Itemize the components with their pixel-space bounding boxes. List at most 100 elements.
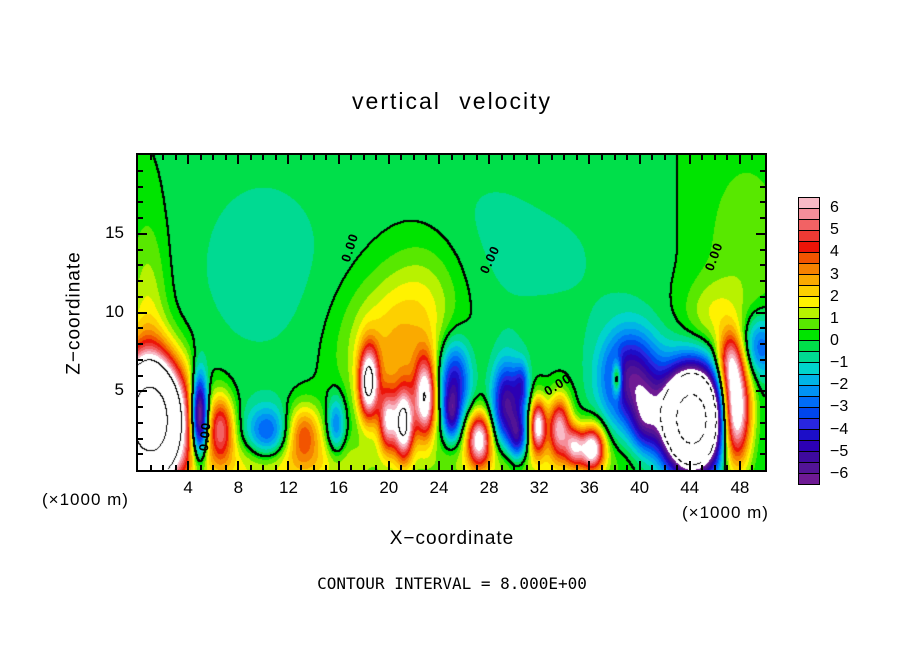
axis-tick	[513, 155, 515, 160]
colorbar-tick-label: −5	[830, 442, 849, 460]
axis-tick	[463, 155, 465, 160]
contour-plot-canvas	[138, 155, 765, 470]
axis-tick	[162, 155, 164, 160]
axis-tick	[363, 465, 365, 470]
chart-title: vertical velocity	[352, 88, 552, 114]
axis-tick	[313, 155, 315, 160]
axis-tick	[760, 296, 765, 298]
axis-tick	[275, 465, 277, 470]
axis-tick	[138, 359, 143, 361]
axis-tick	[138, 249, 143, 251]
axis-tick	[150, 465, 152, 470]
colorbar-cell	[799, 231, 819, 243]
axis-tick	[451, 465, 453, 470]
colorbar-cell	[799, 440, 819, 452]
axis-tick	[463, 465, 465, 470]
axis-tick	[488, 155, 490, 164]
axis-tick	[760, 375, 765, 377]
axis-tick	[138, 422, 143, 424]
colorbar-cell	[799, 451, 819, 463]
axis-tick	[714, 465, 716, 470]
axis-tick	[237, 461, 239, 470]
axis-tick	[760, 186, 765, 188]
axis-tick	[350, 465, 352, 470]
axis-tick	[175, 465, 177, 470]
axis-tick	[676, 465, 678, 470]
colorbar-tick-label: 6	[830, 199, 839, 217]
colorbar-tick-label: 3	[830, 265, 839, 283]
axis-tick	[563, 155, 565, 160]
colorbar-tick-label: 4	[830, 243, 839, 261]
axis-tick	[476, 155, 478, 160]
x-tick-label: 4	[183, 478, 193, 497]
axis-tick	[726, 155, 728, 160]
axis-tick	[250, 155, 252, 160]
colorbar-tick-label: −3	[830, 398, 849, 416]
axis-tick	[287, 155, 289, 164]
colorbar-tick-label: 2	[830, 287, 839, 305]
axis-tick	[760, 280, 765, 282]
axis-tick	[751, 155, 753, 160]
colorbar-cell	[799, 396, 819, 408]
axis-tick	[588, 461, 590, 470]
axis-tick	[538, 155, 540, 164]
axis-tick	[689, 155, 691, 164]
axis-tick	[375, 465, 377, 470]
axis-tick	[138, 406, 143, 408]
axis-tick	[639, 461, 641, 470]
axis-tick	[601, 465, 603, 470]
axis-tick	[138, 264, 143, 266]
x-tick-label: 28	[479, 478, 499, 497]
x-tick-label: 44	[680, 478, 700, 497]
colorbar-tick-label: −6	[830, 464, 849, 482]
x-tick-label: 36	[579, 478, 599, 497]
axis-tick	[760, 359, 765, 361]
axis-tick	[614, 465, 616, 470]
axis-tick	[413, 465, 415, 470]
axis-tick	[313, 465, 315, 470]
axis-tick	[350, 155, 352, 160]
axis-tick	[375, 155, 377, 160]
axis-tick	[138, 453, 143, 455]
colorbar-cell	[799, 341, 819, 353]
axis-tick	[138, 280, 143, 282]
axis-tick	[212, 155, 214, 160]
axis-tick	[563, 465, 565, 470]
axis-tick	[300, 465, 302, 470]
axis-tick	[162, 465, 164, 470]
axis-tick	[760, 327, 765, 329]
axis-tick	[501, 155, 503, 160]
colorbar-cell	[799, 264, 819, 276]
axis-tick	[476, 465, 478, 470]
axis-tick	[138, 233, 147, 235]
axis-tick	[526, 465, 528, 470]
axis-tick	[200, 155, 202, 160]
colorbar-cell	[799, 418, 819, 430]
axis-tick	[739, 155, 741, 164]
colorbar-cell	[799, 330, 819, 342]
axis-tick	[413, 155, 415, 160]
axis-tick	[526, 155, 528, 160]
axis-tick	[363, 155, 365, 160]
axis-tick	[760, 201, 765, 203]
axis-tick	[175, 155, 177, 160]
axis-tick	[138, 343, 143, 345]
axis-tick	[200, 465, 202, 470]
axis-tick	[664, 155, 666, 160]
axis-tick	[760, 264, 765, 266]
axis-tick	[614, 155, 616, 160]
axis-tick	[756, 312, 765, 314]
axis-tick	[138, 375, 143, 377]
axis-tick	[438, 155, 440, 164]
x-axis-title: X−coordinate	[389, 528, 515, 549]
colorbar-tick-label: 1	[830, 309, 839, 327]
axis-tick	[751, 465, 753, 470]
axis-tick	[287, 461, 289, 470]
axis-tick	[756, 390, 765, 392]
axis-tick	[760, 343, 765, 345]
colorbar-cell	[799, 352, 819, 364]
axis-tick	[726, 465, 728, 470]
x-tick-label: 48	[730, 478, 750, 497]
axis-tick	[138, 217, 143, 219]
axis-tick	[626, 465, 628, 470]
